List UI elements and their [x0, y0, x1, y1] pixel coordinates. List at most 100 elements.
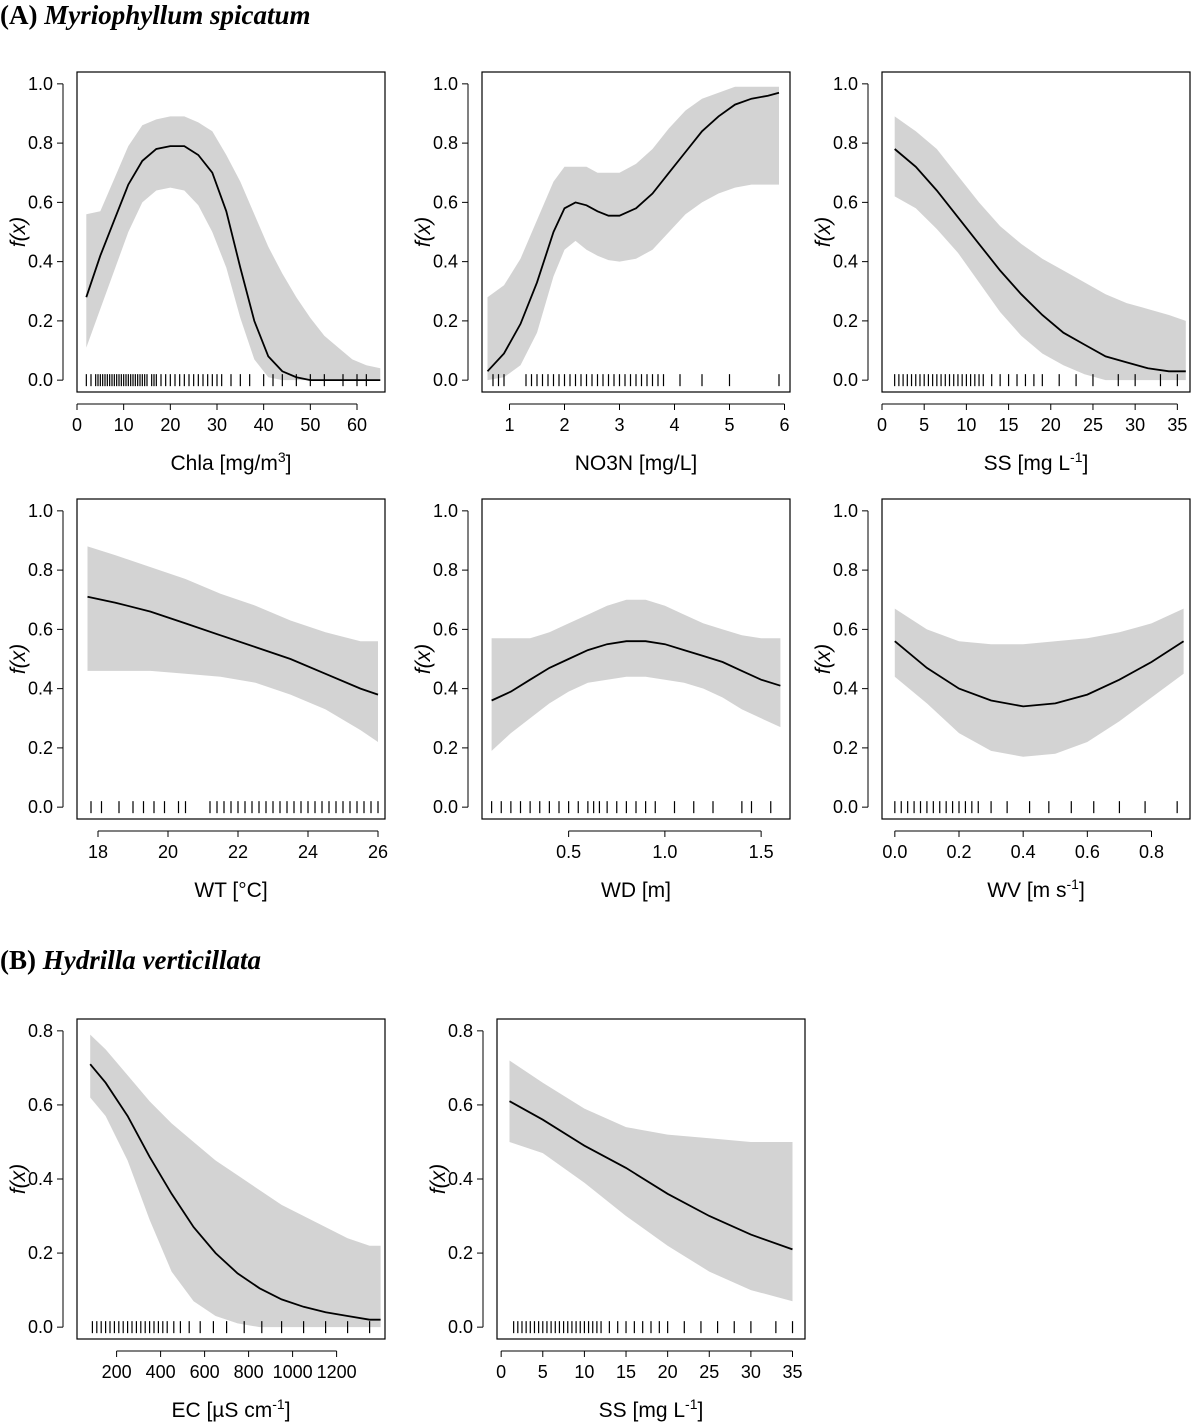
- plot-frame: [76, 71, 386, 393]
- y-axis-title: f(x): [412, 644, 435, 674]
- x-axis-title: WD [m]: [601, 879, 671, 902]
- y-tick-label: 0.4: [833, 679, 858, 699]
- x-tick-label: 0.8: [1139, 842, 1164, 862]
- y-tick-label: 0.8: [833, 560, 858, 580]
- plot-frame: [881, 498, 1191, 820]
- y-tick-label: 0.8: [433, 560, 458, 580]
- x-tick-label: 18: [88, 842, 108, 862]
- y-tick-label: 1.0: [28, 74, 53, 94]
- y-tick-label: 0.2: [448, 1243, 473, 1263]
- confidence-band: [487, 86, 779, 381]
- x-tick-label: 800: [234, 1362, 264, 1382]
- y-tick-label: 0.6: [28, 619, 53, 639]
- x-axis-title: WV [m s-1]: [987, 876, 1085, 902]
- x-tick-label: 5: [538, 1362, 548, 1382]
- y-tick-label: 1.0: [833, 74, 858, 94]
- chart-panel-B1: 0.0 0.2 0.4 0.6 0.8 200 400 600 800 1000 1200 EC [µ…: [7, 1018, 386, 1422]
- chart-panel-A3: 0.0 0.2 0.4 0.6 0.8 1.0 0 5 10 15 20 25 30 35 SS [mg L…: [812, 71, 1191, 475]
- x-tick-label: 60: [347, 415, 367, 435]
- plot-frame: [496, 1018, 806, 1340]
- x-tick-label: 1: [504, 415, 514, 435]
- y-tick-label: 0.6: [433, 619, 458, 639]
- chart-panel-A1: 0.0 0.2 0.4 0.6 0.8 1.0 0 10 20 30 40 50 60 Chla [mg/…: [7, 71, 386, 475]
- y-tick-label: 0.0: [28, 1317, 53, 1337]
- x-tick-label: 15: [999, 415, 1019, 435]
- x-tick-label: 0.6: [1075, 842, 1100, 862]
- x-tick-label: 200: [102, 1362, 132, 1382]
- chart-panel-B2: 0.0 0.2 0.4 0.6 0.8 0 5 10 15 20 25 30 35 SS [mg L-1]…: [427, 1018, 806, 1422]
- y-tick-label: 0.0: [433, 370, 458, 390]
- response-curve: [85, 145, 381, 381]
- x-tick-label: 20: [158, 842, 178, 862]
- y-tick-label: 0.4: [28, 679, 53, 699]
- plot-frame: [881, 71, 1191, 393]
- y-tick-label: 0.2: [833, 738, 858, 758]
- y-tick-label: 0.0: [833, 370, 858, 390]
- response-curve: [894, 640, 1185, 708]
- y-tick-label: 0.4: [28, 1169, 53, 1189]
- y-tick-label: 0.0: [448, 1317, 473, 1337]
- y-tick-label: 0.0: [28, 797, 53, 817]
- plot-frame: [76, 1018, 386, 1340]
- y-tick-label: 0.8: [433, 133, 458, 153]
- x-tick-label: 0.0: [882, 842, 907, 862]
- x-tick-label: 1.0: [652, 842, 677, 862]
- y-tick-label: 1.0: [433, 74, 458, 94]
- y-tick-label: 0.4: [28, 252, 53, 272]
- y-tick-label: 0.4: [833, 252, 858, 272]
- x-axis-title: WT [°C]: [194, 879, 267, 902]
- response-curve: [509, 1100, 793, 1251]
- y-axis-title: f(x): [812, 217, 835, 247]
- x-tick-label: 35: [1167, 415, 1187, 435]
- confidence-band: [509, 1060, 793, 1302]
- y-axis-title: f(x): [812, 644, 835, 674]
- y-axis-title: f(x): [7, 644, 30, 674]
- chart-panel-A6: 0.0 0.2 0.4 0.6 0.8 1.0 0.0 0.2 0.4 0.6 0.8 WV [m s…: [812, 498, 1191, 902]
- section-label-b: (B): [0, 945, 36, 975]
- x-tick-label: 10: [114, 415, 134, 435]
- x-tick-label: 15: [616, 1362, 636, 1382]
- plot-frame: [481, 71, 791, 393]
- x-tick-label: 0: [72, 415, 82, 435]
- y-axis-title: f(x): [412, 217, 435, 247]
- response-curve: [87, 595, 379, 696]
- x-tick-label: 1.5: [749, 842, 774, 862]
- y-tick-label: 0.4: [433, 679, 458, 699]
- y-tick-label: 0.2: [433, 311, 458, 331]
- response-curve: [894, 148, 1186, 373]
- section-label-a: (A): [0, 0, 38, 30]
- y-tick-label: 0.0: [28, 370, 53, 390]
- confidence-band: [86, 116, 381, 381]
- y-tick-label: 0.6: [28, 1095, 53, 1115]
- x-tick-label: 20: [160, 415, 180, 435]
- x-tick-label: 25: [1083, 415, 1103, 435]
- x-tick-label: 10: [574, 1362, 594, 1382]
- x-tick-label: 20: [1041, 415, 1061, 435]
- x-axis-title: SS [mg L-1]: [984, 449, 1089, 475]
- x-tick-label: 5: [724, 415, 734, 435]
- y-tick-label: 0.8: [28, 133, 53, 153]
- plot-frame: [76, 498, 386, 820]
- y-axis-title: f(x): [427, 1164, 450, 1194]
- response-curve: [89, 1063, 381, 1321]
- x-tick-label: 400: [146, 1362, 176, 1382]
- x-tick-label: 10: [956, 415, 976, 435]
- species-name-b: Hydrilla verticillata: [42, 945, 261, 975]
- x-axis-title: SS [mg L-1]: [599, 1396, 704, 1422]
- x-tick-label: 4: [669, 415, 679, 435]
- y-tick-label: 0.4: [448, 1169, 473, 1189]
- y-tick-label: 0.2: [28, 1243, 53, 1263]
- confidence-band: [894, 116, 1186, 381]
- chart-panel-A5: 0.0 0.2 0.4 0.6 0.8 1.0 0.5 1.0 1.5 WD [m] f(x): [412, 498, 791, 902]
- x-tick-label: 3: [614, 415, 624, 435]
- x-tick-label: 30: [741, 1362, 761, 1382]
- y-tick-label: 0.6: [833, 619, 858, 639]
- x-tick-label: 1200: [317, 1362, 357, 1382]
- x-tick-label: 6: [779, 415, 789, 435]
- y-axis-title: f(x): [7, 1164, 30, 1194]
- x-tick-label: 25: [699, 1362, 719, 1382]
- y-tick-label: 1.0: [28, 501, 53, 521]
- x-tick-label: 40: [254, 415, 274, 435]
- x-tick-label: 5: [919, 415, 929, 435]
- x-tick-label: 24: [298, 842, 318, 862]
